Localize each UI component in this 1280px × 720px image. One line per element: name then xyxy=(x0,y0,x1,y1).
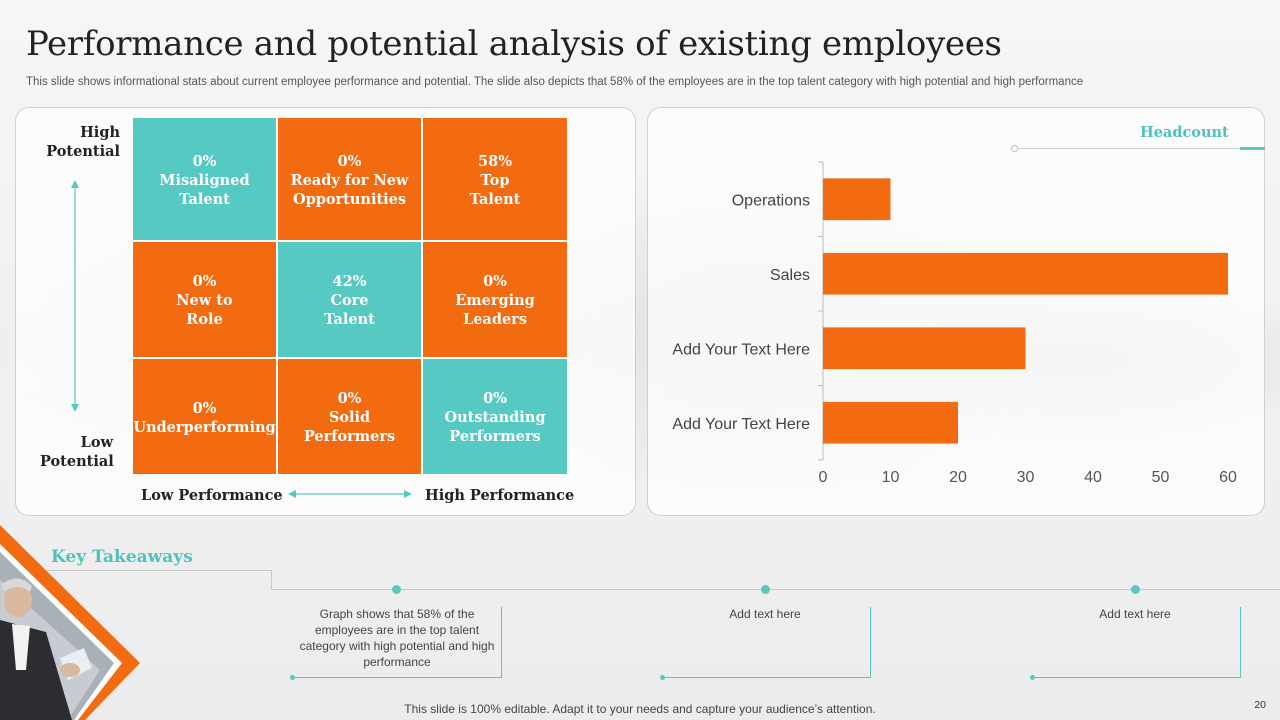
legend-accent-bar xyxy=(1240,147,1265,150)
takeaway-2-bracket-horizontal xyxy=(662,677,871,678)
matrix-cell-underperforming: 0% Underperforming xyxy=(132,358,277,475)
chart-x-tick-label: 30 xyxy=(1017,469,1035,486)
y-axis-low-label: Low Potential xyxy=(40,434,114,470)
takeaway-3-bracket-vertical xyxy=(1240,607,1241,677)
chart-x-tick-label: 0 xyxy=(819,469,828,486)
key-takeaways-title: Key Takeaways xyxy=(51,547,193,567)
slide-subtitle: This slide shows informational stats abo… xyxy=(26,76,1084,88)
chart-category-label: Add Your Text Here xyxy=(672,416,810,433)
chart-x-tick-label: 60 xyxy=(1219,469,1237,486)
chart-bar xyxy=(823,178,891,221)
headcount-bar-chart: 0 10 20 30 40 50 60 Operations Sales Add Your Tex… xyxy=(672,161,1237,486)
chart-x-tick-label: 20 xyxy=(949,469,967,486)
matrix-cell-emerging-leaders: 0% Emerging Leaders xyxy=(422,241,568,358)
takeaway-2-bracket-end xyxy=(660,675,665,680)
takeaway-1-marker xyxy=(392,585,401,594)
slide-title: Performance and potential analysis of ex… xyxy=(26,24,1002,64)
x-axis-high-label: High Performance xyxy=(425,487,575,504)
matrix-cell-outstanding-performers: 0% Outstanding Performers xyxy=(422,358,568,475)
page-number: 20 xyxy=(1254,699,1266,711)
takeaway-1-bracket-horizontal xyxy=(292,677,502,678)
takeaways-rule-step xyxy=(271,570,272,589)
x-axis-low-label: Low Performance xyxy=(141,487,283,504)
legend-rule xyxy=(1014,148,1264,149)
takeaway-3-marker xyxy=(1131,585,1140,594)
takeaway-3-text: Add text here xyxy=(1099,607,1171,621)
matrix-cell-misaligned-talent: 0% Misaligned Talent xyxy=(132,117,277,241)
chart-x-tick-label: 40 xyxy=(1084,469,1102,486)
takeaways-timeline-rule xyxy=(271,589,1280,590)
takeaway-1-bracket-vertical xyxy=(501,607,502,677)
matrix-cell-top-talent: 58% Top Talent xyxy=(422,117,568,241)
matrix-cell-ready-for-new-opportunities: 0% Ready for New Opportunities xyxy=(277,117,422,241)
takeaway-1-text: Graph shows that 58% of the employees ar… xyxy=(299,607,495,669)
chart-category-label: Add Your Text Here xyxy=(672,341,810,358)
footer-note: This slide is 100% editable. Adapt it to… xyxy=(404,702,876,716)
takeaway-3-bracket-horizontal xyxy=(1032,677,1241,678)
chart-bar xyxy=(823,327,1026,370)
takeaway-3-bracket-end xyxy=(1030,675,1035,680)
vertical-double-arrow-icon xyxy=(71,180,79,412)
chart-category-label: Operations xyxy=(732,192,810,209)
chart-x-tick-label: 10 xyxy=(882,469,900,486)
chart-legend: Headcount xyxy=(1140,124,1229,141)
chart-category-label: Sales xyxy=(770,267,810,284)
takeaway-2-bracket-vertical xyxy=(870,607,871,677)
matrix-cell-new-to-role: 0% New to Role xyxy=(132,241,277,358)
chart-bar xyxy=(823,252,1228,295)
headcount-chart-panel xyxy=(647,107,1265,516)
matrix-cell-core-talent: 42% Core Talent xyxy=(277,241,422,358)
takeaway-2-text: Add text here xyxy=(729,607,801,621)
takeaway-1-bracket-end xyxy=(290,675,295,680)
chart-x-tick-label: 50 xyxy=(1152,469,1170,486)
talent-matrix: 0% Misaligned Talent 0% Ready for New Opport… xyxy=(132,117,568,475)
takeaways-rule xyxy=(40,570,272,571)
matrix-cell-solid-performers: 0% Solid Performers xyxy=(277,358,422,475)
chart-bar xyxy=(823,401,958,444)
horizontal-double-arrow-icon xyxy=(288,490,412,498)
y-axis-high-label: High Potential xyxy=(46,124,120,160)
takeaway-2-marker xyxy=(761,585,770,594)
legend-rule-dot xyxy=(1011,145,1018,152)
corner-person-photo xyxy=(0,525,140,720)
